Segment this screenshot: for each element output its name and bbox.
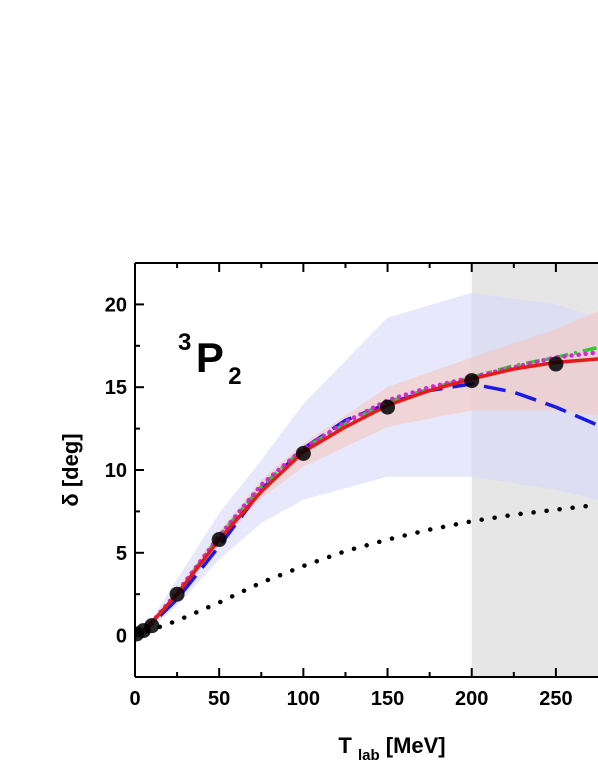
- wave-label-sup: 3: [178, 329, 191, 356]
- x-tick-label: 0: [129, 688, 140, 710]
- series-line-2: [135, 345, 598, 638]
- series-line-4: [135, 357, 598, 638]
- data-point: [169, 586, 185, 602]
- y-tick-label: 15: [105, 377, 127, 399]
- x-axis-label-main: T: [338, 733, 352, 758]
- wave-label-sub: 2: [228, 363, 241, 390]
- ticks: 0 50 100 150 200 250 0 5 10 15 20: [105, 262, 573, 710]
- data-point: [380, 399, 396, 415]
- data-point: [295, 445, 311, 461]
- y-axis-label: δ [deg]: [58, 433, 83, 506]
- wave-label: 3 P 2: [178, 329, 242, 390]
- data-point: [144, 618, 160, 634]
- x-axis-label: T lab [MeV]: [338, 733, 445, 765]
- x-tick-label: 100: [287, 688, 320, 710]
- x-axis-label-unit: [MeV]: [386, 733, 446, 758]
- x-tick-label: 150: [371, 688, 404, 710]
- x-tick-label: 250: [539, 688, 572, 710]
- x-tick-label: 50: [208, 688, 230, 710]
- y-tick-label: 10: [105, 460, 127, 482]
- data-points: [135, 356, 564, 642]
- wave-label-main: P: [196, 334, 224, 381]
- y-tick-label: 5: [116, 543, 127, 565]
- data-point: [464, 373, 480, 389]
- y-tick-label: 20: [105, 294, 127, 316]
- data-point: [211, 532, 227, 548]
- series-lines: [135, 345, 598, 638]
- plot-area: [135, 263, 598, 677]
- y-tick-label: 0: [116, 626, 127, 648]
- uncertainty-band-2: [136, 311, 598, 634]
- x-tick-label: 200: [455, 688, 488, 710]
- x-axis-label-sub: lab: [358, 747, 380, 764]
- series-line-5: [135, 502, 598, 638]
- data-point: [548, 356, 564, 372]
